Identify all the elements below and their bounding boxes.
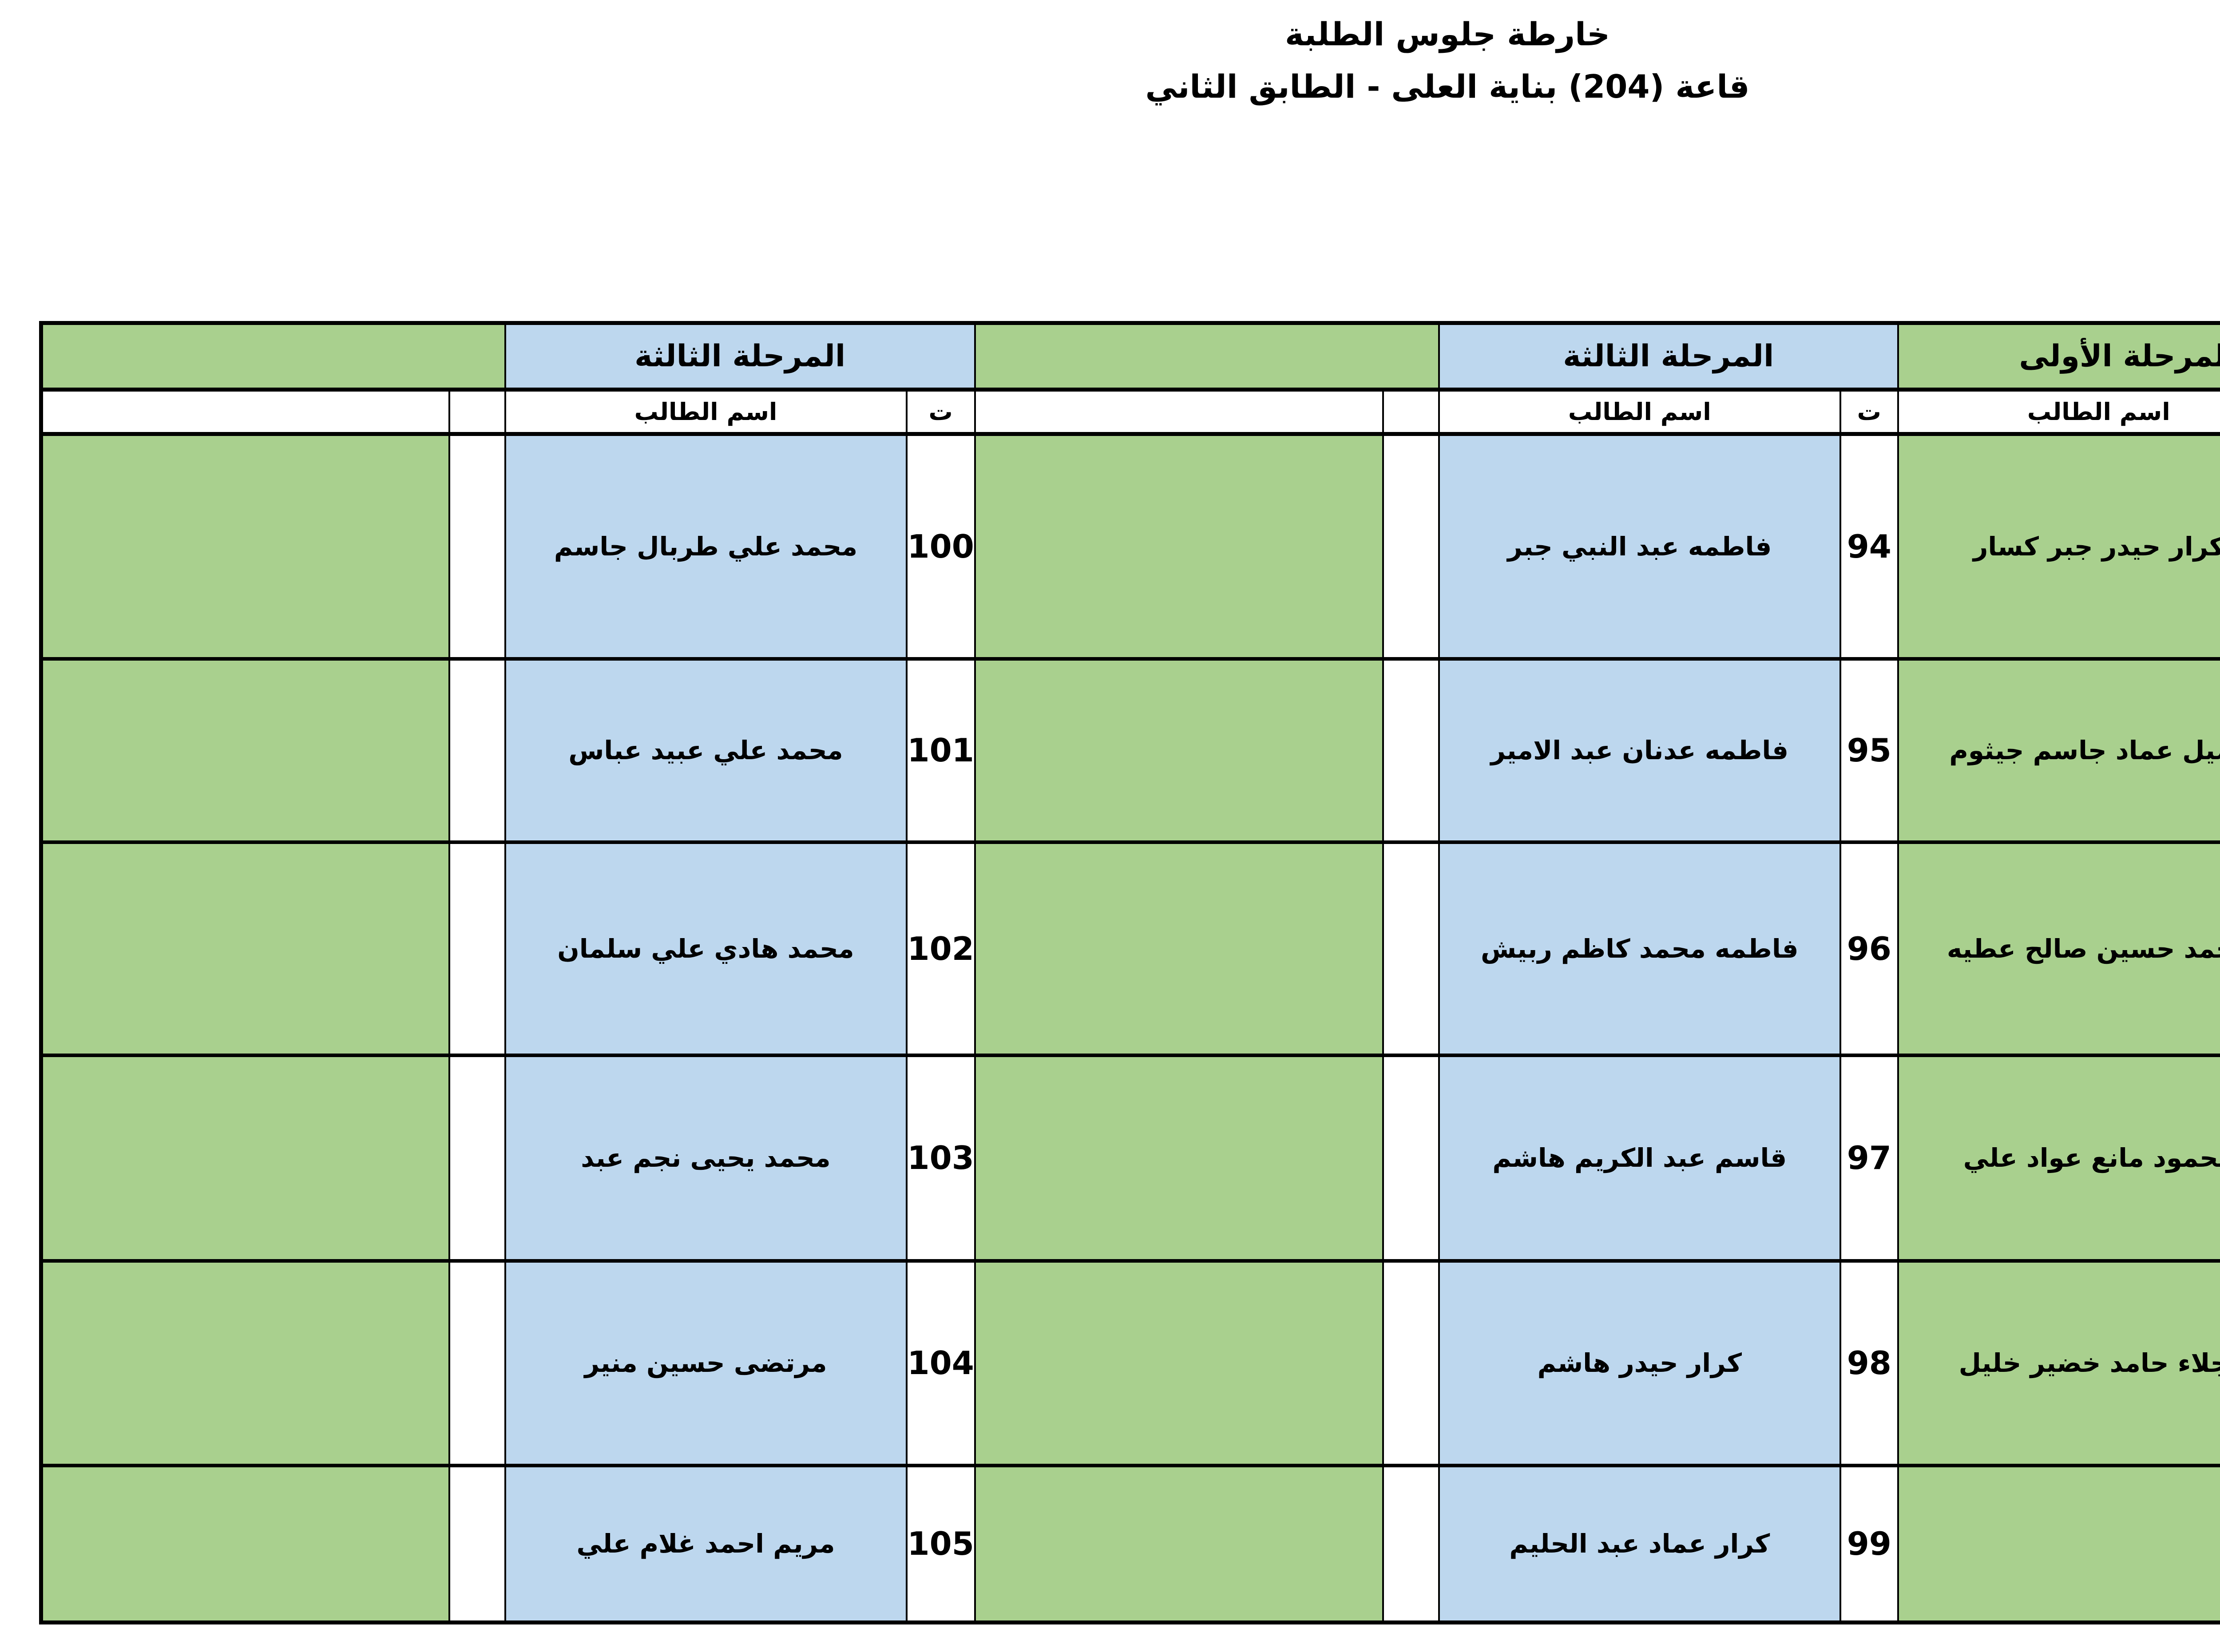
student-name-cell: فاطمه عدنان عبد الامير [1438,657,1841,844]
stage-header-cell: المرحلة الثالثة [504,321,976,392]
empty-cell [448,657,506,844]
table-row: 90فاطمة حامد عجيل ثجيل90محمد حسين صالح ع… [40,840,2220,1057]
name-header-cell: اسم الطالب [1438,388,1841,436]
empty-cell [974,840,1384,1057]
seat-number-cell: 94 [1839,432,1899,661]
student-name-cell: كرار حيدر هاشم [1438,1259,1841,1467]
empty-cell [448,840,506,1057]
table-row: 88علي مصطفى عبد الامير88كرار حيدر جبر كس… [40,432,2220,661]
student-name-cell: محمد حسين صالح عطيه [1897,840,2220,1057]
student-name-cell [1897,1463,2220,1624]
page-title: خارطة جلوس الطلبة قاعة (204) بناية العلى… [1026,8,1869,113]
empty-cell [1382,1259,1440,1467]
empty-cell [448,432,506,661]
seat-number-cell: 99 [1839,1463,1899,1624]
seat-number-cell: 103 [905,1053,976,1263]
empty-header-cell [1382,388,1440,436]
empty-header-cell [448,388,506,436]
empty-cell [1382,840,1440,1057]
empty-cell [1382,1463,1440,1624]
stage-header-cell: المرحلة الأولى [1897,321,2220,392]
table-row: 89غفران سمير جابر مغامس89كميل عماد جاسم … [40,657,2220,844]
seat-number-cell: 101 [905,657,976,844]
empty-header-cell [40,388,450,436]
stage-header-cell: المرحلة الثالثة [1438,321,1899,392]
empty-cell [974,1259,1384,1467]
empty-cell [40,1259,450,1467]
student-name-cell: كرار عماد عبد الحليم [1438,1463,1841,1624]
empty-cell [40,1053,450,1263]
title-line-2: قاعة (204) بناية العلى - الطابق الثاني [1145,68,1750,105]
empty-cell [974,1053,1384,1263]
table-row: 91فاطمه ثامر كاظم خضر91محمود مانع عواد ع… [40,1053,2220,1263]
empty-cell [40,840,450,1057]
student-name-cell: محمود مانع عواد علي [1897,1053,2220,1263]
student-name-cell: فاطمه محمد كاظم ربيش [1438,840,1841,1057]
student-name-cell: كرار حيدر جبر كسار [1897,432,2220,661]
student-name-cell: قاسم عبد الكريم هاشم [1438,1053,1841,1263]
student-name-cell: مريم احمد غلام علي [504,1463,908,1624]
empty-cell [974,1463,1384,1624]
student-name-cell: محمد هادي علي سلمان [504,840,908,1057]
seat-number-cell: 100 [905,432,976,661]
empty-cell [974,657,1384,844]
seat-number-cell: 97 [1839,1053,1899,1263]
student-name-cell: نجلاء حامد خضير خليل [1897,1259,2220,1467]
seat-number-cell: 102 [905,840,976,1057]
seq-header-cell: ت [1839,388,1899,436]
empty-cell [1382,432,1440,661]
student-name-cell: محمد علي عبيد عباس [504,657,908,844]
name-header-cell: اسم الطالب [504,388,908,436]
empty-cell [1382,1053,1440,1263]
empty-header-cell [974,388,1384,436]
seat-number-cell: 96 [1839,840,1899,1057]
empty-cell [1382,657,1440,844]
student-name-cell: محمد يحيى نجم عبد [504,1053,908,1263]
empty-cell [40,1463,450,1624]
student-name-cell: كميل عماد جاسم جيثوم [1897,657,2220,844]
table-row: 93فاطمه حيدر صبيح ستار99كرار عماد عبد ال… [40,1463,2220,1624]
table-row: 92فاطمه ثائر مزهر جواد92نجلاء حامد خضير … [40,1259,2220,1467]
student-name-cell: محمد علي طربال جاسم [504,432,908,661]
empty-stage-header-cell [40,321,506,392]
seat-number-cell: 98 [1839,1259,1899,1467]
student-name-cell: مرتضى حسين منير [504,1259,908,1467]
empty-cell [40,432,450,661]
empty-stage-header-cell [974,321,1440,392]
empty-cell [448,1053,506,1263]
empty-cell [448,1259,506,1467]
empty-cell [974,432,1384,661]
empty-cell [448,1463,506,1624]
student-name-cell: فاطمه عبد النبي جبر [1438,432,1841,661]
seat-number-cell: 104 [905,1259,976,1467]
seat-number-cell: 105 [905,1463,976,1624]
empty-cell [40,657,450,844]
name-header-cell: اسم الطالب [1897,388,2220,436]
seq-header-cell: ت [905,388,976,436]
seat-number-cell: 95 [1839,657,1899,844]
title-line-1: خارطة جلوس الطلبة [1284,16,1610,53]
